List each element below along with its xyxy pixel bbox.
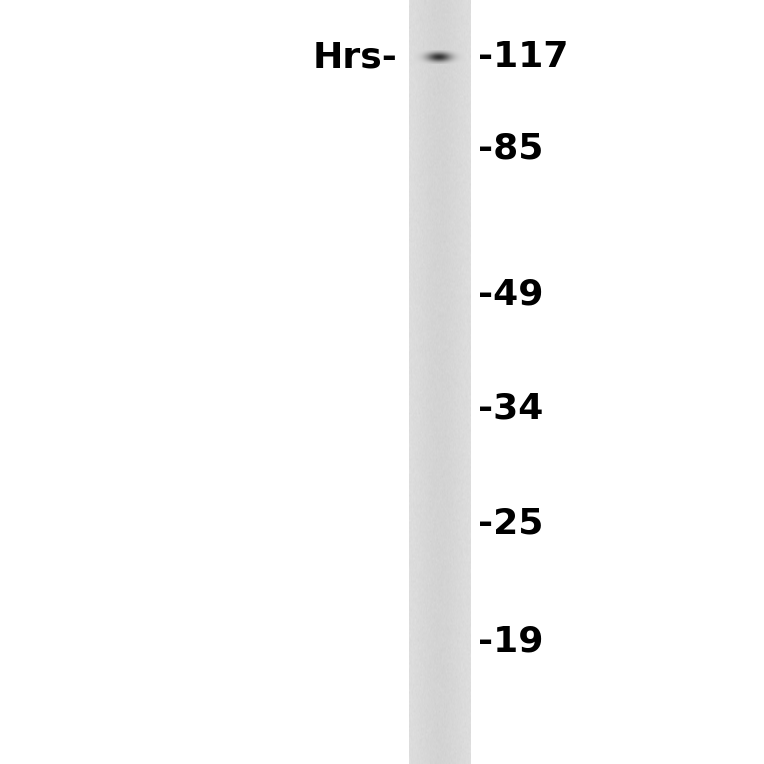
Text: -25: -25 bbox=[478, 507, 543, 540]
Text: -34: -34 bbox=[478, 392, 543, 426]
Text: Hrs-: Hrs- bbox=[312, 40, 397, 74]
Text: -19: -19 bbox=[478, 625, 543, 659]
Text: -85: -85 bbox=[478, 132, 543, 166]
Text: -49: -49 bbox=[478, 277, 543, 311]
Text: -117: -117 bbox=[478, 40, 568, 74]
